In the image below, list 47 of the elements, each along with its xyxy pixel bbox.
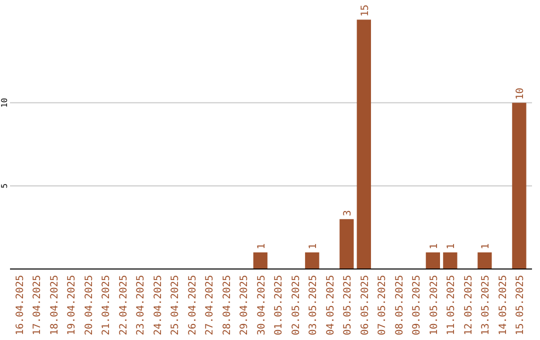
data-label: 1 <box>308 243 320 250</box>
x-tick-label: 15.05.2025 <box>515 275 526 336</box>
y-tick-label: 5 <box>0 183 9 188</box>
x-tick-label: 14.05.2025 <box>498 275 509 336</box>
data-label: 1 <box>428 243 440 250</box>
bar <box>253 252 268 269</box>
bar <box>356 20 371 269</box>
x-tick-label: 27.04.2025 <box>204 275 216 336</box>
data-label: 1 <box>446 243 458 250</box>
x-tick-label: 02.05.2025 <box>290 275 302 336</box>
x-tick-label: 18.04.2025 <box>49 275 60 336</box>
x-tick-label: 20.04.2025 <box>84 275 95 336</box>
x-tick-label: 05.05.2025 <box>342 275 354 336</box>
x-tick-label: 28.04.2025 <box>222 275 233 336</box>
bar <box>305 252 320 269</box>
bar <box>512 102 526 269</box>
x-tick-label: 30.04.2025 <box>256 275 268 336</box>
x-tick-label: 29.04.2025 <box>239 275 250 336</box>
data-label: 3 <box>342 210 354 216</box>
x-tick-label: 13.05.2025 <box>480 275 492 336</box>
x-tick-label: 25.04.2025 <box>170 275 182 336</box>
x-tick-label: 22.04.2025 <box>118 275 130 336</box>
x-tick-label: 03.05.2025 <box>308 275 320 336</box>
x-tick-label: 06.05.2025 <box>360 275 371 336</box>
x-tick-label: 16.04.2025 <box>14 275 26 336</box>
bar <box>443 252 458 269</box>
x-tick-label: 07.05.2025 <box>377 275 388 336</box>
x-tick-label: 04.05.2025 <box>325 275 336 336</box>
x-tick-label: 10.05.2025 <box>428 275 440 336</box>
x-tick-label: 26.04.2025 <box>187 275 198 336</box>
data-label: 10 <box>515 88 526 100</box>
x-tick-label: 21.04.2025 <box>101 275 112 336</box>
bar <box>340 219 354 269</box>
x-tick-label: 17.04.2025 <box>32 275 44 336</box>
x-tick-label: 24.04.2025 <box>152 275 164 336</box>
x-tick-label: 11.05.2025 <box>446 275 458 336</box>
data-label: 15 <box>360 4 371 17</box>
data-label: 1 <box>480 243 492 250</box>
x-tick-label: 08.05.2025 <box>394 275 406 336</box>
x-tick-label: 19.04.2025 <box>66 275 78 336</box>
x-tick-label: 09.05.2025 <box>412 275 423 336</box>
bar <box>478 252 492 269</box>
x-tick-label: 23.04.2025 <box>136 275 147 336</box>
bar <box>426 252 440 269</box>
x-tick-label: 01.05.2025 <box>274 275 285 336</box>
x-tick-label: 12.05.2025 <box>463 275 474 336</box>
data-label: 1 <box>256 243 268 250</box>
